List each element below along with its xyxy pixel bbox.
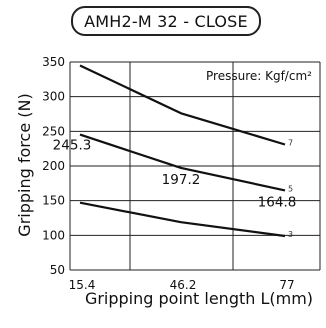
- y-tick-label: 250: [42, 124, 65, 138]
- y-tick-label: 150: [42, 194, 65, 208]
- y-tick-label: 200: [42, 159, 65, 173]
- y-tick-label: 300: [42, 90, 65, 104]
- chart-title-badge: AMH2-M 32 - CLOSE: [71, 6, 261, 36]
- series-line-3: [79, 201, 286, 238]
- chart-title: AMH2-M 32 - CLOSE: [84, 11, 248, 31]
- x-tick-label: 46.2: [170, 278, 197, 292]
- series-end-label: 7: [288, 139, 293, 148]
- x-axis-title: Gripping point length L(mm): [85, 289, 313, 308]
- label-layer: 7 5 3 245.3 197.2 164.8: [53, 138, 297, 239]
- series-end-label: 5: [288, 184, 293, 193]
- data-label: 245.3: [53, 138, 92, 154]
- series-line-7: [79, 64, 286, 146]
- grid-layer: [69, 61, 321, 271]
- data-label: 197.2: [162, 172, 201, 188]
- series-end-label: 3: [288, 230, 293, 239]
- data-label: 164.8: [258, 194, 297, 210]
- x-tick-label: 15.4: [69, 278, 96, 292]
- y-tick-label: 50: [50, 263, 65, 277]
- series-line-5: [79, 133, 286, 192]
- series-layer: [79, 64, 286, 238]
- y-tick-label: 100: [42, 228, 65, 242]
- y-axis-title: Gripping force (N): [15, 93, 34, 236]
- pressure-annotation: Pressure: Kgf/cm²: [206, 69, 312, 83]
- x-tick-label: 77: [279, 278, 294, 292]
- axis-layer: 50 100 150 200 250 300 350 15.4 46.2 77: [42, 55, 295, 292]
- y-tick-label: 350: [42, 55, 65, 69]
